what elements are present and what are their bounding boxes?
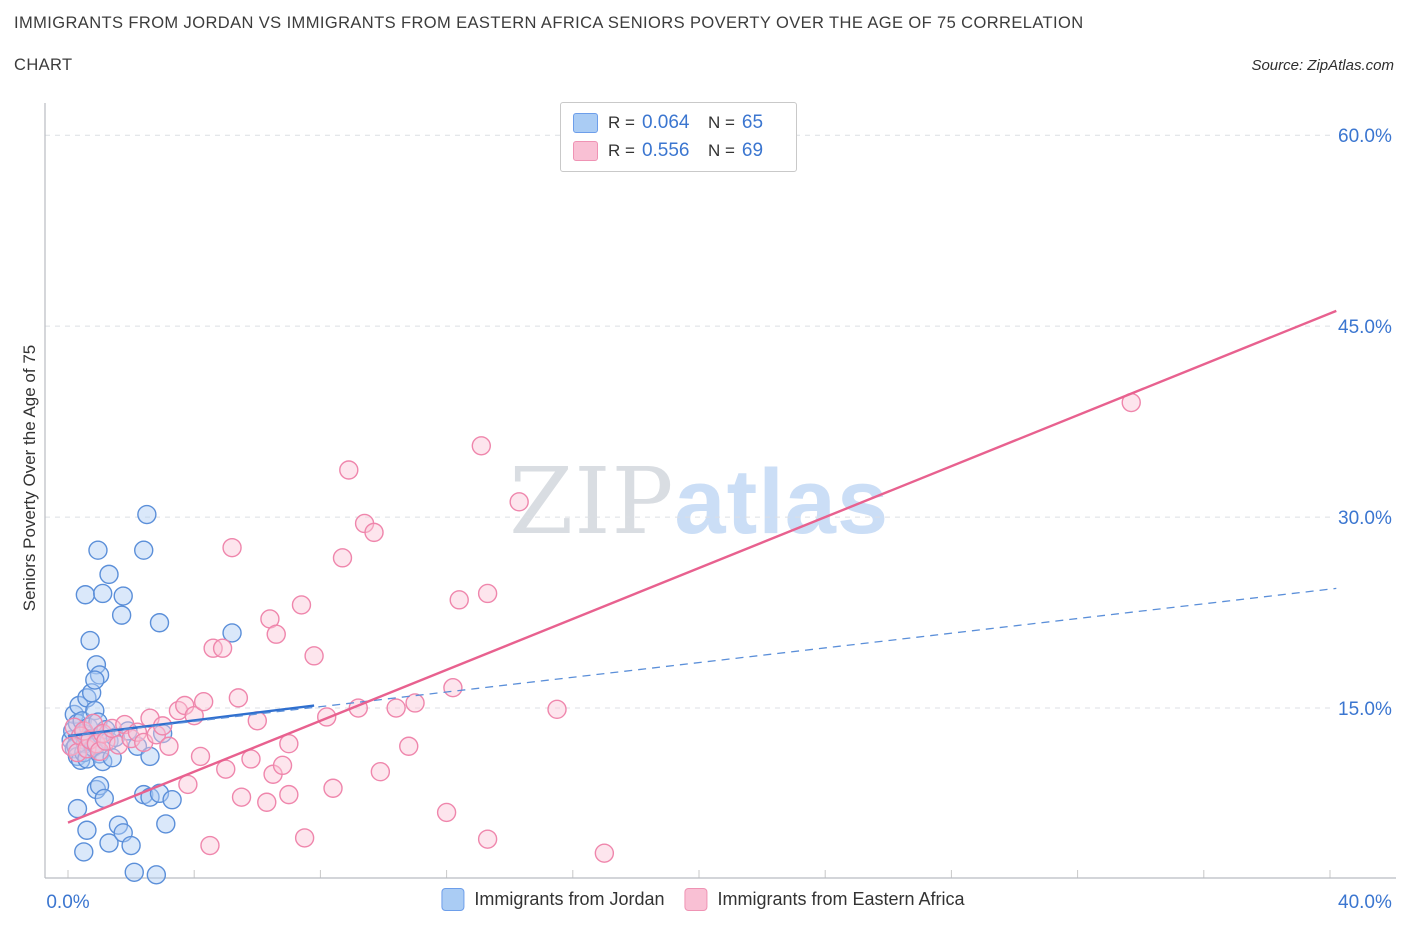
scatter-point-immigrants-from-jordan (75, 585, 96, 605)
scatter-point-immigrants-from-jordan (111, 605, 132, 625)
scatter-point-immigrants-from-eastern-africa (370, 762, 391, 782)
x-tick-label: 0.0% (46, 892, 89, 913)
scatter-point-immigrants-from-eastern-africa (231, 787, 252, 807)
scatter-point-immigrants-from-jordan (146, 865, 167, 885)
n-value-jordan: 65 (741, 112, 764, 133)
scatter-point-immigrants-from-eastern-africa (477, 583, 498, 604)
jordan-legend-swatch (441, 888, 465, 911)
chart-title-line2: CHART (14, 56, 73, 74)
jordan-legend-label: Immigrants from Jordan (474, 889, 665, 909)
chart-title: IMMIGRANTS FROM JORDAN VS IMMIGRANTS FRO… (14, 14, 1084, 32)
scatter-point-immigrants-from-eastern-africa (436, 802, 457, 823)
legend-row-jordan: R = 0.064 N = 65 (573, 112, 780, 134)
scatter-point-immigrants-from-eastern-africa (386, 698, 406, 718)
legend-row-eastern-africa: R = 0.556 N = 69 (573, 140, 780, 162)
scatter-point-immigrants-from-eastern-africa (294, 828, 315, 848)
scatter-point-immigrants-from-eastern-africa (200, 835, 220, 856)
scatter-point-immigrants-from-jordan (149, 613, 170, 633)
scatter-point-immigrants-from-eastern-africa (364, 522, 384, 543)
legend-item-eastern-africa: Immigrants from Eastern Africa (684, 888, 965, 911)
r-label: R = (608, 113, 635, 132)
scatter-point-immigrants-from-jordan (156, 814, 176, 834)
scatter-point-immigrants-from-eastern-africa (241, 749, 261, 769)
scatter-point-immigrants-from-eastern-africa (471, 436, 492, 456)
scatter-point-immigrants-from-eastern-africa (594, 843, 615, 863)
scatter-point-immigrants-from-jordan (121, 835, 141, 856)
scatter-point-immigrants-from-eastern-africa (193, 691, 214, 712)
scatter-point-immigrants-from-eastern-africa (332, 548, 353, 568)
r-label: R = (608, 141, 635, 160)
scatter-point-immigrants-from-eastern-africa (272, 755, 293, 776)
scatter-point-immigrants-from-eastern-africa (212, 638, 233, 658)
y-tick-label: 60.0% (1338, 126, 1392, 147)
scatter-point-immigrants-from-jordan (77, 820, 97, 840)
scatter-point-immigrants-from-eastern-africa (190, 746, 211, 767)
scatter-point-immigrants-from-jordan (80, 630, 100, 651)
scatter-point-immigrants-from-eastern-africa (266, 624, 286, 644)
scatter-point-immigrants-from-eastern-africa (323, 778, 343, 798)
eastern-africa-legend-label: Immigrants from Eastern Africa (717, 889, 965, 909)
scatter-point-immigrants-from-eastern-africa (279, 733, 299, 754)
trend-line-immigrants-from-eastern-africa-solid (67, 309, 1337, 824)
scatter-point-immigrants-from-eastern-africa (304, 646, 324, 666)
eastern-africa-legend-swatch (684, 888, 708, 911)
scatter-point-immigrants-from-eastern-africa (399, 736, 419, 756)
scatter-point-immigrants-from-eastern-africa (279, 784, 299, 805)
scatter-point-immigrants-from-eastern-africa (405, 693, 425, 713)
n-label: N = (707, 113, 735, 132)
y-tick-label: 30.0% (1338, 508, 1392, 529)
x-tick-label: 40.0% (1338, 892, 1392, 913)
scatter-point-immigrants-from-jordan (134, 540, 154, 560)
y-tick-label: 15.0% (1338, 699, 1392, 720)
scatter-point-immigrants-from-jordan (93, 583, 113, 604)
scatter-point-immigrants-from-jordan (99, 564, 119, 585)
r-value-jordan: 0.064 (641, 112, 690, 133)
scatter-point-immigrants-from-jordan (74, 842, 94, 862)
scatter-point-immigrants-from-eastern-africa (178, 774, 198, 795)
scatter-point-immigrants-from-jordan (137, 504, 157, 525)
scatter-point-immigrants-from-jordan (162, 790, 182, 810)
n-label: N = (707, 141, 735, 160)
scatter-point-immigrants-from-eastern-africa (339, 460, 359, 480)
scatter-point-immigrants-from-eastern-africa (216, 759, 236, 779)
scatter-point-immigrants-from-eastern-africa (547, 699, 567, 720)
scatter-point-immigrants-from-jordan (88, 540, 108, 560)
jordan-swatch (573, 113, 598, 133)
scatter-point-immigrants-from-eastern-africa (509, 492, 529, 512)
source-attribution: Source: ZipAtlas.com (1251, 57, 1394, 74)
scatter-point-immigrants-from-jordan (99, 833, 119, 853)
scatter-point-immigrants-from-jordan (113, 586, 133, 606)
series-legend: Immigrants from Jordan Immigrants from E… (441, 888, 965, 911)
trend-line-immigrants-from-jordan-solid (67, 704, 315, 738)
eastern-africa-swatch (573, 141, 598, 161)
scatter-point-immigrants-from-jordan (222, 623, 242, 643)
n-value-eastern-africa: 69 (741, 140, 764, 161)
scatter-point-immigrants-from-eastern-africa (257, 792, 277, 812)
legend-item-jordan: Immigrants from Jordan (441, 888, 664, 911)
r-value-eastern-africa: 0.556 (641, 140, 690, 161)
scatter-point-immigrants-from-eastern-africa (222, 537, 242, 558)
scatter-point-immigrants-from-jordan (85, 670, 105, 690)
scatter-point-immigrants-from-jordan (89, 776, 110, 796)
scatter-point-immigrants-from-eastern-africa (228, 688, 249, 708)
scatter-point-immigrants-from-eastern-africa (477, 829, 498, 849)
scatter-point-immigrants-from-eastern-africa (443, 677, 463, 698)
trend-line-immigrants-from-jordan-dashed (67, 587, 1337, 737)
scatter-point-immigrants-from-eastern-africa (449, 590, 469, 610)
scatter-point-immigrants-from-jordan (67, 798, 88, 819)
correlation-legend-box: R = 0.064 N = 65 R = 0.556 N = 69 (560, 102, 797, 172)
y-tick-label: 45.0% (1338, 317, 1392, 338)
scatter-point-immigrants-from-jordan (124, 862, 144, 882)
scatter-point-immigrants-from-eastern-africa (159, 736, 179, 756)
scatter-point-immigrants-from-eastern-africa (291, 595, 312, 615)
